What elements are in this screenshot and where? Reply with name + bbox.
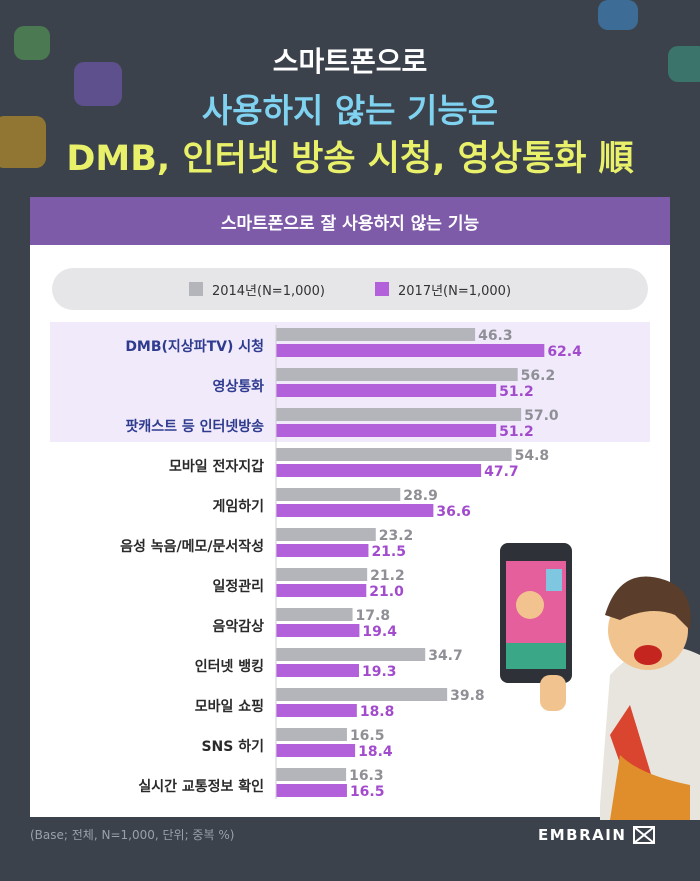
value-label-2017: 19.3: [362, 664, 397, 680]
value-label-2017: 21.0: [369, 584, 404, 600]
highlight-band: [50, 322, 650, 442]
bar-2014: [276, 688, 448, 701]
bar-2014: [276, 608, 353, 621]
category-label: 음악감상: [212, 618, 264, 635]
brand-logo: EMBRAIN: [538, 826, 656, 844]
value-label-2017: 16.5: [350, 784, 385, 800]
legend-swatch-2017: [375, 282, 389, 296]
chat-app-icon: [14, 26, 50, 60]
value-label-2017: 18.8: [360, 704, 395, 720]
value-label-2014: 54.8: [515, 448, 550, 464]
category-label: 일정관리: [212, 578, 264, 595]
bar-2014: [276, 488, 401, 501]
bar-2017: [276, 624, 360, 637]
settings-app-icon: [598, 0, 638, 30]
panel-title: 스마트폰으로 잘 사용하지 않는 기능: [30, 197, 670, 245]
footnote: (Base; 전체, N=1,000, 단위; 중복 %): [30, 828, 235, 842]
value-label-2017: 18.4: [358, 744, 393, 760]
value-label-2017: 21.5: [371, 544, 406, 560]
legend-label-2017: 2017년(N=1,000): [398, 283, 512, 299]
category-label: DMB(지상파TV) 시청: [125, 339, 264, 355]
bar-2017: [276, 584, 367, 597]
bar-2014: [276, 568, 368, 581]
bar-2017: [276, 464, 482, 477]
bar-2017: [276, 344, 545, 357]
legend-swatch-2014: [188, 282, 203, 296]
bar-2017: [276, 744, 356, 757]
title-line-3: DMB, 인터넷 방송 시청, 영상통화 順: [66, 139, 634, 179]
value-label-2014: 46.3: [478, 328, 513, 344]
value-label-2014: 17.8: [356, 608, 391, 624]
bar-2017: [276, 664, 359, 677]
value-label-2014: 21.2: [370, 568, 405, 584]
legend-item-2014: 2014년(N=1,000): [188, 280, 325, 299]
category-label: 팟캐스트 등 인터넷방송: [125, 418, 264, 435]
value-label-2014: 16.5: [350, 728, 385, 744]
bar-2014: [276, 408, 522, 421]
bar-2017: [276, 504, 434, 517]
value-label-2014: 23.2: [379, 528, 414, 544]
title-line-2: 사용하지 않는 기능은: [201, 91, 499, 130]
category-label: 영상통화: [212, 378, 264, 395]
category-label: 인터넷 뱅킹: [195, 658, 264, 675]
bar-2014: [276, 728, 347, 741]
value-label-2017: 51.2: [499, 384, 534, 400]
legend-item-2017: 2017년(N=1,000): [375, 280, 511, 299]
value-label-2017: 51.2: [499, 424, 534, 440]
chart-legend: 2014년(N=1,000) 2017년(N=1,000): [52, 268, 648, 310]
value-label-2017: 19.4: [362, 624, 397, 640]
bar-2017: [276, 424, 497, 437]
bar-2017: [276, 384, 497, 397]
category-label: 게임하기: [212, 498, 264, 515]
value-label-2014: 16.3: [349, 768, 384, 784]
camera-app-icon: [0, 116, 46, 168]
person-with-phone-illustration: [500, 543, 700, 820]
value-label-2014: 56.2: [521, 368, 556, 384]
title-line-1: 스마트폰으로: [272, 45, 428, 78]
category-label: 실시간 교통정보 확인: [138, 778, 264, 795]
bar-2014: [276, 368, 518, 381]
value-label-2014: 28.9: [403, 488, 438, 504]
bar-2014: [276, 448, 512, 461]
value-label-2014: 34.7: [428, 648, 463, 664]
bar-2014: [276, 328, 476, 341]
bar-2014: [276, 768, 347, 781]
value-label-2017: 36.6: [436, 504, 471, 520]
brand-name: EMBRAIN: [538, 826, 627, 844]
value-label-2017: 47.7: [484, 464, 519, 480]
value-label-2014: 57.0: [524, 408, 559, 424]
category-label: 음성 녹음/메모/문서작성: [120, 538, 264, 555]
lock-app-icon: [668, 46, 700, 82]
bar-2014: [276, 648, 426, 661]
phone-app-icon: [74, 62, 122, 106]
bar-2014: [276, 528, 376, 541]
value-label-2014: 39.8: [450, 688, 485, 704]
category-label: 모바일 전자지갑: [169, 458, 264, 475]
value-label-2017: 62.4: [547, 344, 582, 360]
bar-2017: [276, 784, 347, 797]
brand-mark-icon: [633, 826, 656, 844]
category-label: 모바일 쇼핑: [195, 698, 264, 715]
legend-label-2014: 2014년(N=1,000): [211, 283, 325, 299]
bar-2017: [276, 544, 369, 557]
bar-2017: [276, 704, 357, 717]
category-label: SNS 하기: [201, 738, 264, 755]
